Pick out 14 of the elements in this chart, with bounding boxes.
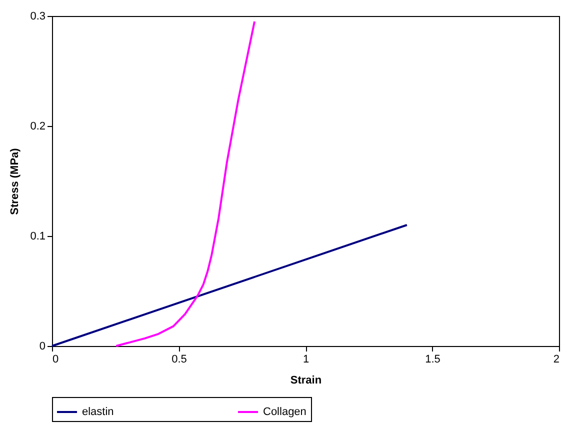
y-tick-label: 0.3 xyxy=(30,10,46,22)
x-tick-label: 0 xyxy=(52,354,59,366)
y-axis-title: Stress (MPa) xyxy=(9,148,22,215)
x-tick-label: 2 xyxy=(553,354,560,366)
x-tick-label: 0.5 xyxy=(172,354,187,366)
line-series xyxy=(115,20,256,347)
legend-label: elastin xyxy=(82,406,114,418)
x-tick-label: 1 xyxy=(302,354,310,366)
x-axis-title: Strain xyxy=(290,374,322,386)
y-tick-label: 0.2 xyxy=(30,120,46,132)
legend-label: Collagen xyxy=(263,406,306,418)
y-tick-label: 0.1 xyxy=(30,230,46,242)
y-tick-label: 0 xyxy=(39,340,46,352)
x-tick-label: 1.5 xyxy=(425,354,440,366)
